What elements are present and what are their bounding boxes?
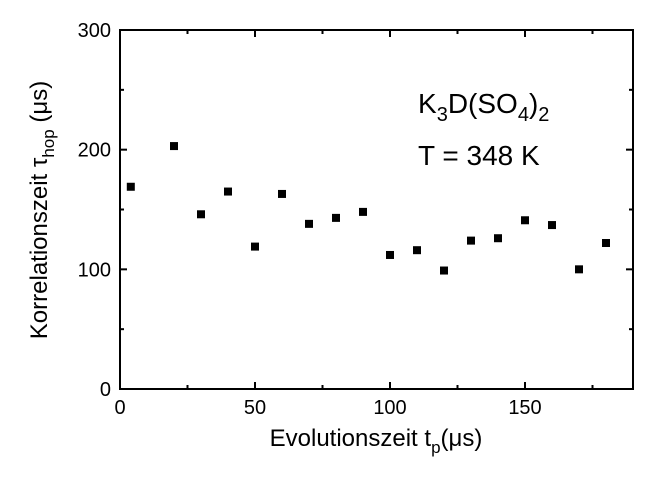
data-point bbox=[305, 219, 313, 228]
x-tick-label: 50 bbox=[244, 397, 266, 419]
data-point bbox=[251, 242, 259, 251]
data-point bbox=[170, 142, 178, 151]
data-points bbox=[126, 142, 610, 275]
y-tick-label: 100 bbox=[78, 259, 111, 281]
data-point bbox=[224, 187, 232, 196]
data-point bbox=[413, 246, 421, 255]
x-axis-label: Evolutionszeit tp(μs) bbox=[270, 425, 483, 457]
data-point bbox=[197, 210, 205, 219]
y-tick-label: 0 bbox=[100, 379, 111, 401]
data-point bbox=[575, 265, 583, 274]
data-point bbox=[126, 182, 135, 191]
axis-ticks: 0 50 100 150 0 100 200 300 bbox=[78, 20, 633, 419]
data-point bbox=[602, 239, 610, 248]
y-tick-label: 200 bbox=[78, 140, 111, 162]
data-point bbox=[494, 234, 502, 243]
x-tick-label: 0 bbox=[114, 397, 125, 419]
data-point bbox=[359, 207, 367, 216]
data-point bbox=[548, 221, 556, 230]
temperature-annotation: T = 348 K bbox=[418, 140, 540, 171]
data-point bbox=[467, 236, 475, 245]
data-point bbox=[440, 266, 448, 275]
data-point bbox=[521, 216, 529, 225]
data-point bbox=[278, 189, 286, 198]
x-tick-label: 100 bbox=[373, 397, 406, 419]
plot-frame bbox=[119, 29, 634, 390]
x-tick-label: 150 bbox=[508, 397, 541, 419]
formula-annotation: K3D(SO4)2 bbox=[418, 88, 549, 126]
data-point bbox=[332, 213, 340, 222]
data-point bbox=[386, 250, 394, 259]
y-tick-label: 300 bbox=[78, 20, 111, 42]
y-axis-label: Korrelationszeit τhop (μs) bbox=[26, 81, 58, 339]
